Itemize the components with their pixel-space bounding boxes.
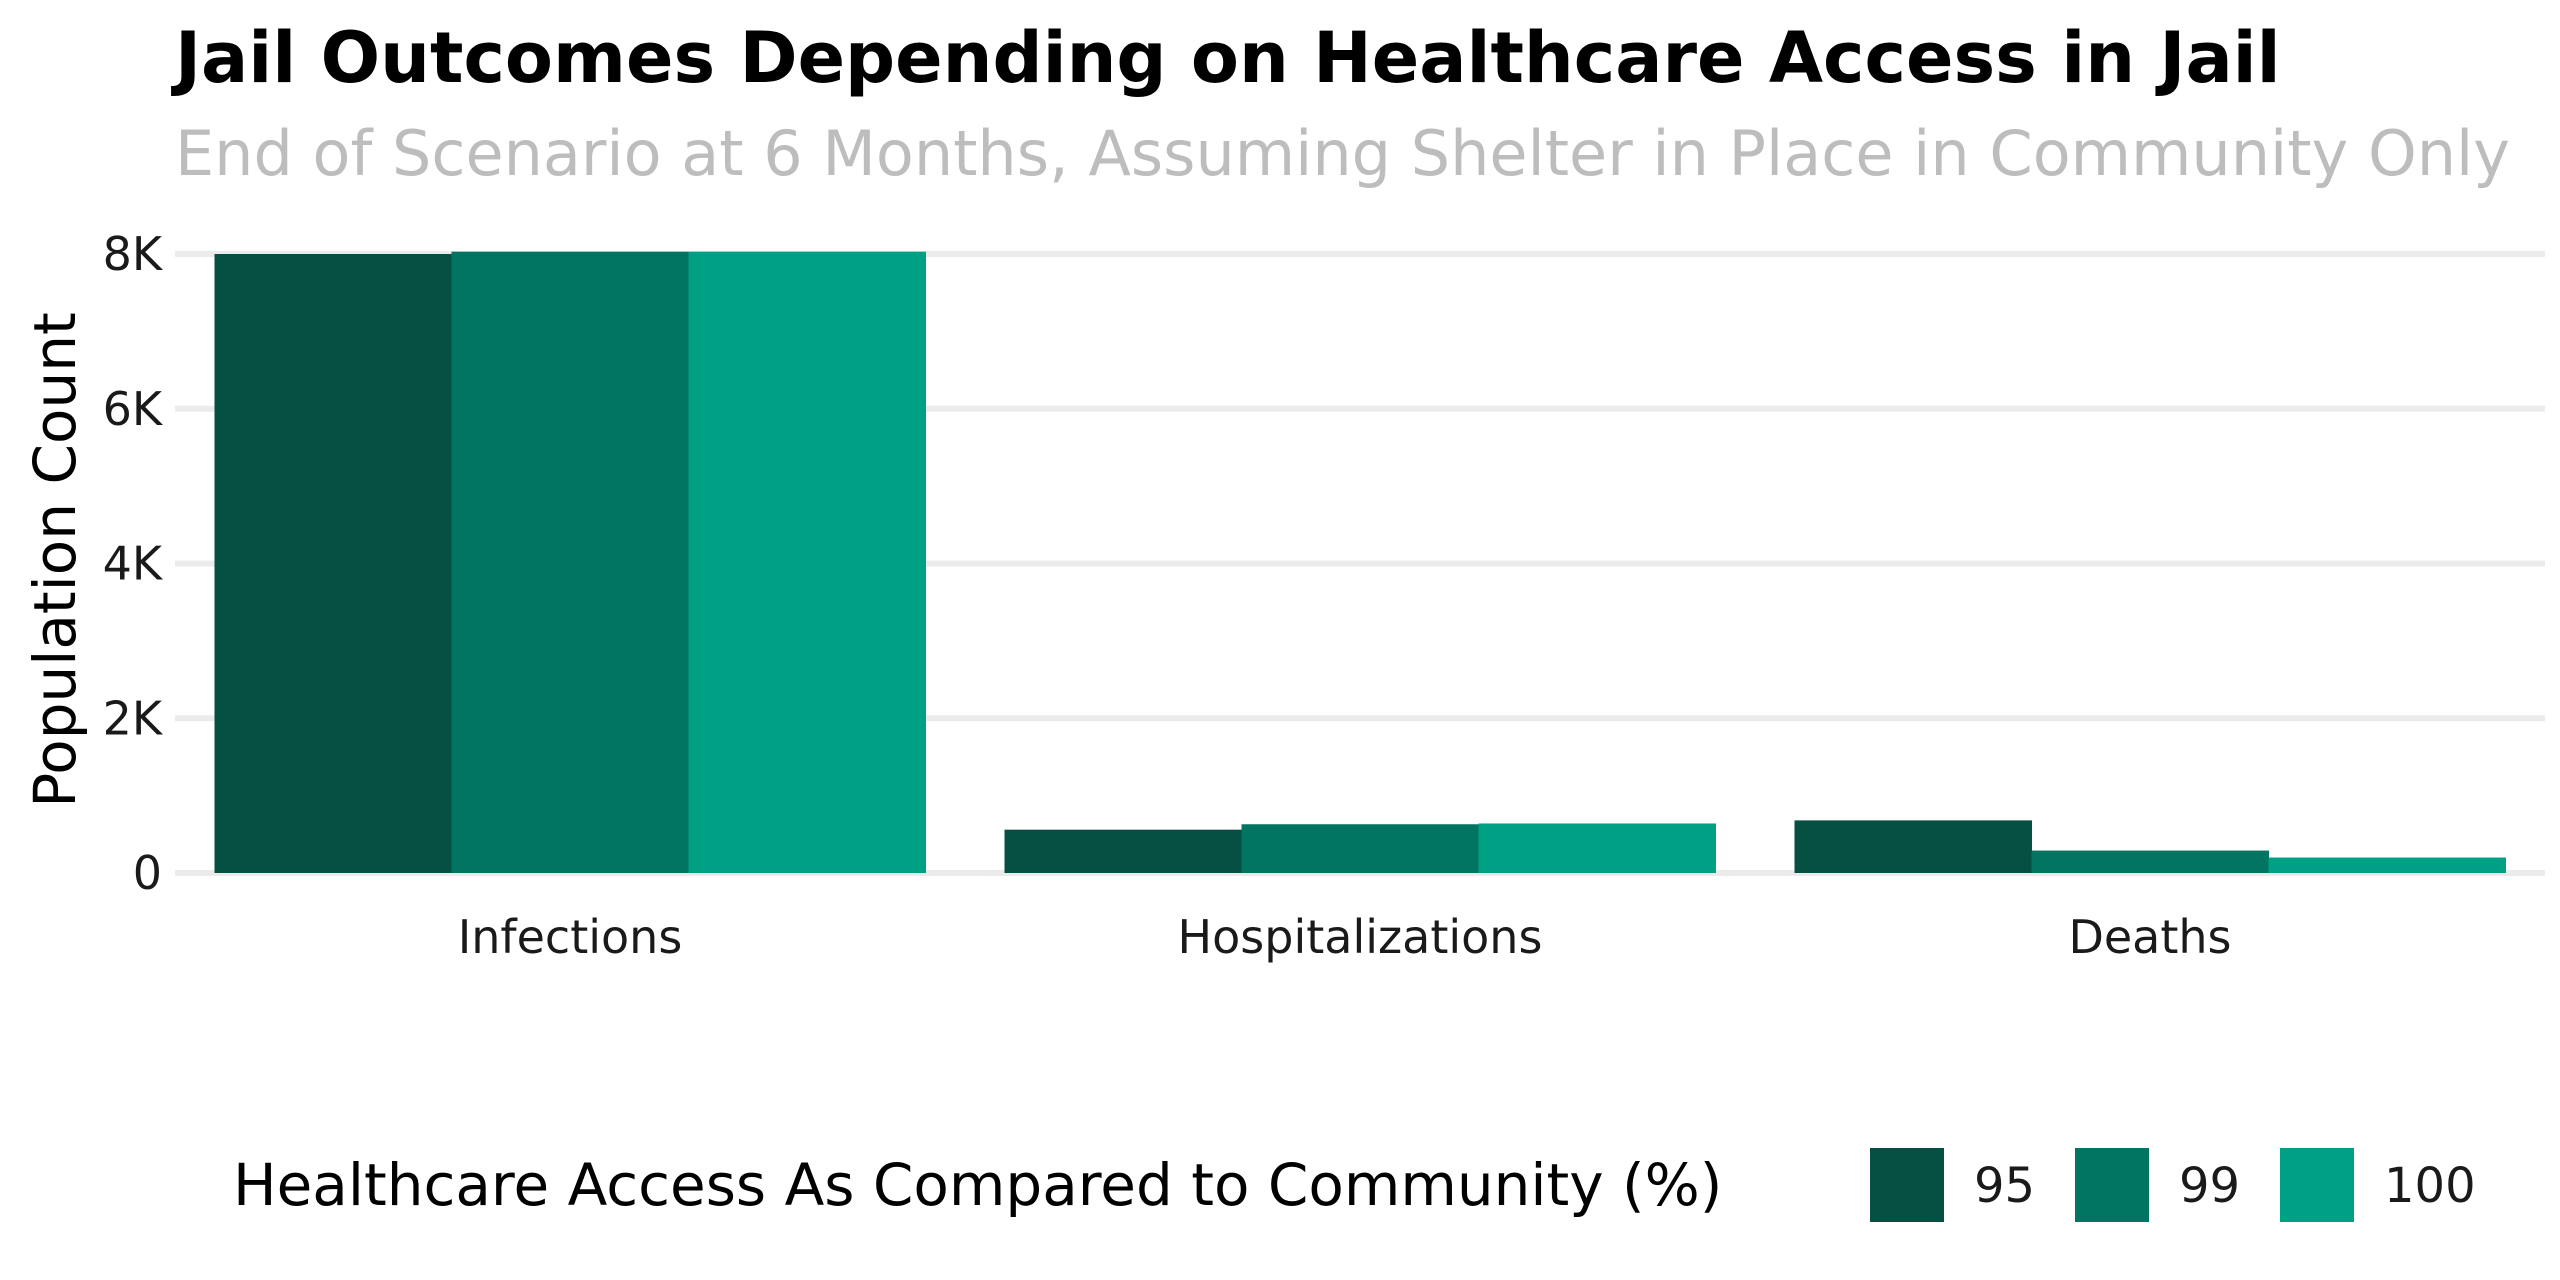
y-axis-ticks: 0 2K 4K 6K 8K <box>103 227 164 900</box>
chart-subtitle: End of Scenario at 6 Months, Assuming Sh… <box>175 117 2510 190</box>
y-tick-label: 8K <box>103 227 164 281</box>
y-tick-label: 0 <box>133 846 162 900</box>
x-tick-label: Deaths <box>2068 910 2231 964</box>
bar <box>451 251 689 873</box>
legend-title: Healthcare Access As Compared to Communi… <box>233 1151 1722 1219</box>
y-tick-label: 6K <box>103 382 164 436</box>
bars <box>214 251 2506 873</box>
chart-title: Jail Outcomes Depending on Healthcare Ac… <box>171 17 2281 99</box>
x-axis-ticks: Infections Hospitalizations Deaths <box>458 910 2232 964</box>
bar <box>1004 829 1242 873</box>
legend-label: 95 <box>1974 1158 2035 1214</box>
legend-label: 100 <box>2384 1158 2476 1214</box>
legend-key <box>1870 1148 1944 1222</box>
x-tick-label: Hospitalizations <box>1178 910 1543 964</box>
y-tick-label: 4K <box>103 537 164 591</box>
legend-label: 99 <box>2179 1158 2240 1214</box>
bar <box>688 251 926 873</box>
bar <box>1241 824 1479 873</box>
bar <box>214 254 452 873</box>
legend-key <box>2075 1148 2149 1222</box>
y-axis-title: Population Count <box>21 312 89 807</box>
bar <box>1478 823 1716 873</box>
y-tick-label: 2K <box>103 691 164 745</box>
legend-key <box>2280 1148 2354 1222</box>
legend: Healthcare Access As Compared to Communi… <box>233 1148 2476 1222</box>
bar <box>2031 850 2269 873</box>
bar <box>1794 820 2032 873</box>
x-tick-label: Infections <box>458 910 683 964</box>
bar <box>2268 857 2506 873</box>
